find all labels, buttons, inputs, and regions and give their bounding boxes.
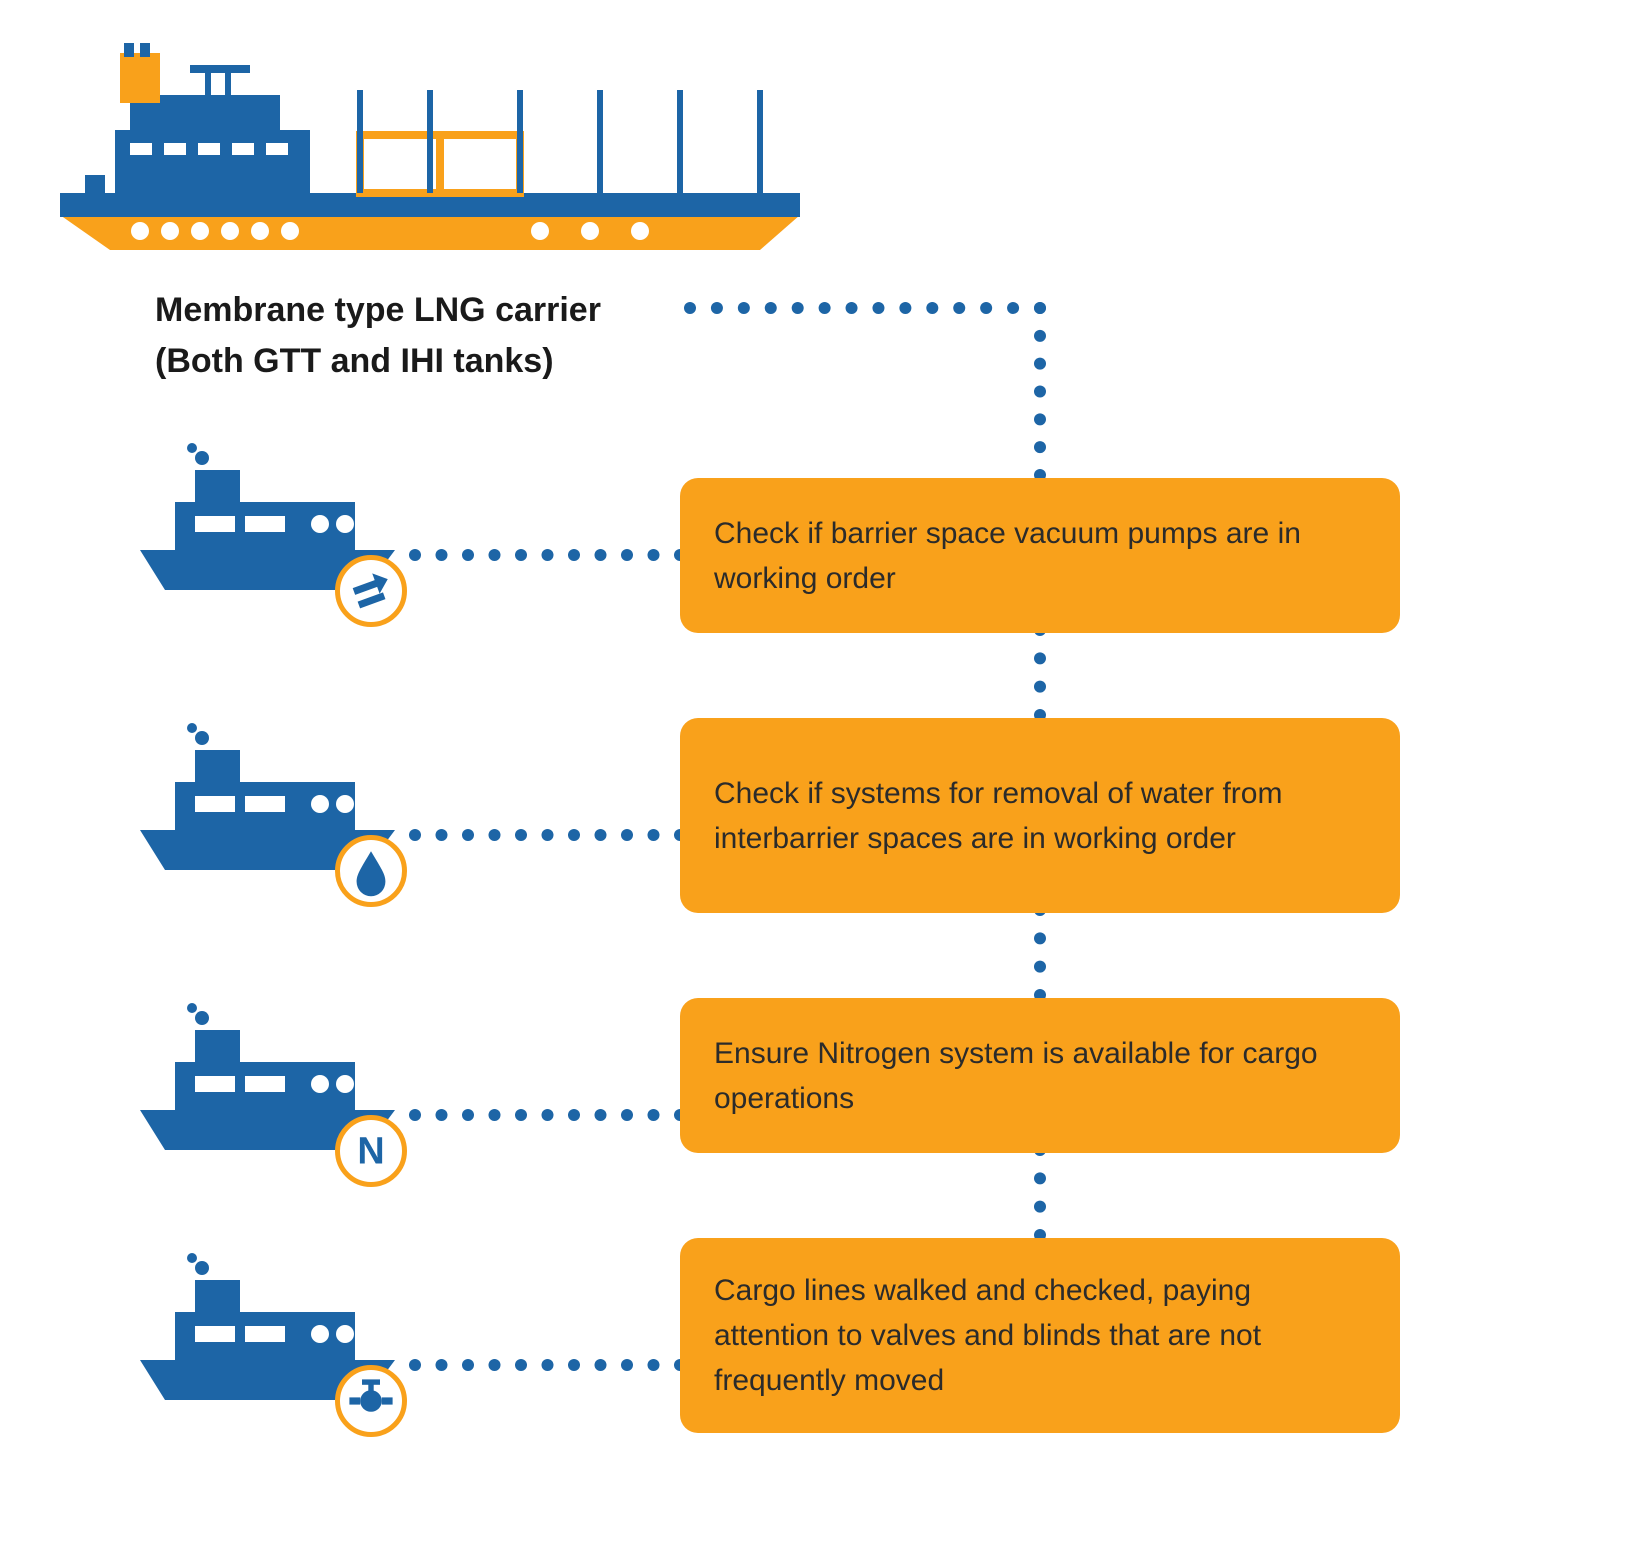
- checklist-box: Ensure Nitrogen system is available for …: [680, 998, 1400, 1153]
- title-line-2: (Both GTT and IHI tanks): [155, 336, 601, 387]
- ship-badge-pump-icon: [335, 555, 407, 627]
- lng-carrier-icon: [60, 35, 800, 265]
- diagram-title: Membrane type LNG carrier(Both GTT and I…: [155, 285, 601, 387]
- checklist-text: Cargo lines walked and checked, paying a…: [714, 1268, 1366, 1403]
- checklist-text: Ensure Nitrogen system is available for …: [714, 1031, 1366, 1121]
- title-line-1: Membrane type LNG carrier: [155, 285, 601, 336]
- checklist-box: Check if barrier space vacuum pumps are …: [680, 478, 1400, 633]
- svg-text:N: N: [357, 1131, 384, 1173]
- ship-badge-N-icon: N: [335, 1115, 407, 1187]
- checklist-text: Check if barrier space vacuum pumps are …: [714, 511, 1366, 601]
- checklist-text: Check if systems for removal of water fr…: [714, 771, 1366, 861]
- checklist-box: Cargo lines walked and checked, paying a…: [680, 1238, 1400, 1433]
- ship-badge-drop-icon: [335, 835, 407, 907]
- ship-badge-valve-icon: [335, 1365, 407, 1437]
- checklist-box: Check if systems for removal of water fr…: [680, 718, 1400, 913]
